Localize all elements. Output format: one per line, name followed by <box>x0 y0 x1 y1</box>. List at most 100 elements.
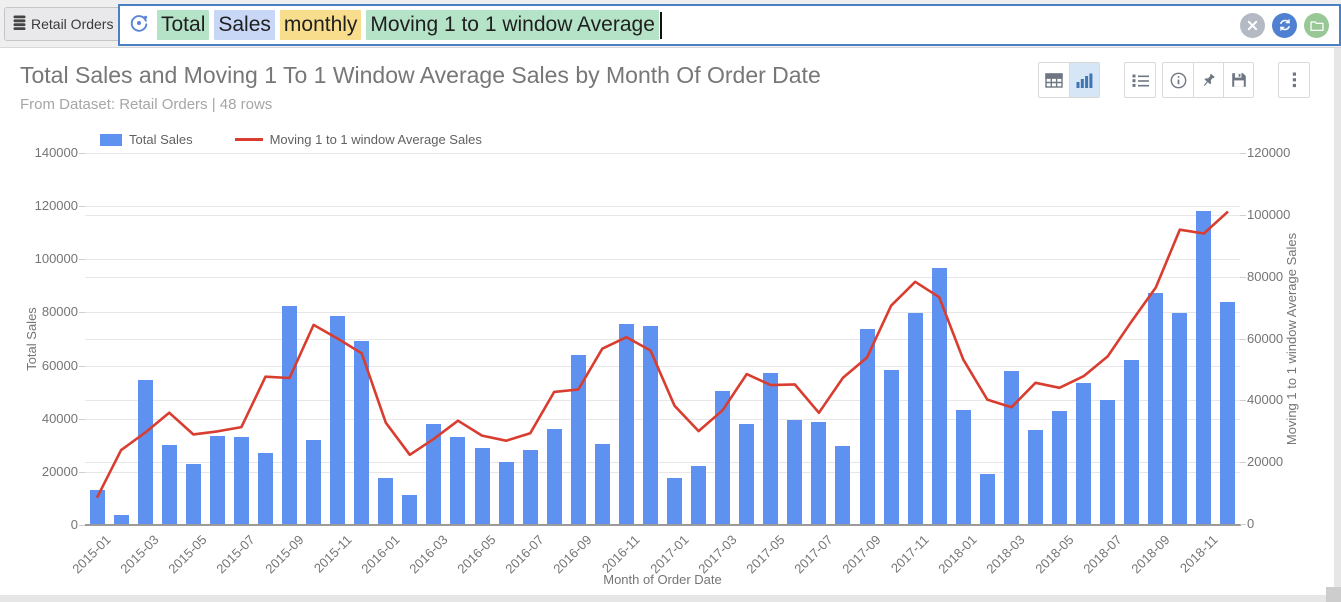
right-axis-tick <box>1240 338 1246 340</box>
bar-2015-07[interactable] <box>233 436 249 525</box>
info-button[interactable] <box>1163 63 1193 97</box>
bar-series-label: Total Sales <box>129 132 193 147</box>
bar-2018-03[interactable] <box>1003 370 1019 525</box>
legend-item-total-sales[interactable]: Total Sales <box>100 132 193 147</box>
database-icon <box>13 15 26 34</box>
right-axis-tick <box>1240 153 1246 154</box>
left-axis-tick <box>79 259 85 261</box>
bar-2017-03[interactable] <box>715 391 731 525</box>
bar-2016-05[interactable] <box>474 448 490 525</box>
bar-2015-08[interactable] <box>257 452 273 525</box>
chart-view-button[interactable] <box>1069 63 1099 97</box>
bar-2017-04[interactable] <box>739 424 755 525</box>
refresh-query-button[interactable] <box>1272 12 1297 38</box>
gridline <box>85 206 1240 208</box>
page-subtitle: From Dataset: Retail Orders | 48 rows <box>20 96 273 113</box>
gridline <box>85 259 1240 261</box>
left-axis-tick <box>79 525 85 526</box>
bar-2018-02[interactable] <box>979 473 995 525</box>
bar-2017-08[interactable] <box>835 446 851 525</box>
bar-2015-03[interactable] <box>137 379 153 525</box>
right-axis-tick-label: 60000 <box>1247 330 1284 346</box>
text-cursor <box>659 11 662 39</box>
query-token[interactable]: Total <box>157 10 210 40</box>
bar-2017-05[interactable] <box>763 373 779 525</box>
gridline <box>85 276 1240 278</box>
bar-2016-07[interactable] <box>522 449 538 525</box>
right-axis-title: Moving 1 to 1 window Average Sales <box>1284 232 1299 446</box>
left-axis-tick-label: 100000 <box>34 251 78 267</box>
bar-2018-12[interactable] <box>1220 302 1236 525</box>
bar-2016-01[interactable] <box>378 477 394 525</box>
bar-2017-07[interactable] <box>811 422 827 525</box>
gridline <box>85 462 1240 464</box>
right-axis-tick <box>1240 276 1246 278</box>
bar-2018-11[interactable] <box>1196 210 1212 525</box>
query-token[interactable]: Sales <box>214 10 275 40</box>
bar-2017-12[interactable] <box>931 267 947 525</box>
line-series-label: Moving 1 to 1 window Average Sales <box>269 132 482 147</box>
legend-item-moving-average[interactable]: Moving 1 to 1 window Average Sales <box>234 132 482 147</box>
scrollbar-corner <box>1326 587 1341 602</box>
left-axis-tick-label: 60000 <box>41 357 78 373</box>
gridline <box>85 418 1240 420</box>
list-options-button[interactable] <box>1125 63 1155 97</box>
bar-2017-11[interactable] <box>907 312 923 525</box>
gridline <box>85 214 1240 216</box>
left-axis-tick-label: 0 <box>70 517 78 532</box>
bar-2017-01[interactable] <box>667 477 683 525</box>
bar-2015-11[interactable] <box>330 315 346 525</box>
bar-2015-06[interactable] <box>209 435 225 525</box>
bar-2018-09[interactable] <box>1148 292 1164 525</box>
bar-2015-04[interactable] <box>161 444 177 525</box>
bar-2018-10[interactable] <box>1172 312 1188 525</box>
bar-2017-10[interactable] <box>883 370 899 525</box>
bar-2016-09[interactable] <box>570 355 586 525</box>
bar-2016-02[interactable] <box>402 494 418 525</box>
bar-2015-12[interactable] <box>354 341 370 525</box>
left-axis-tick-label: 20000 <box>41 463 78 479</box>
x-axis-line <box>85 524 1241 526</box>
bar-2018-06[interactable] <box>1076 383 1092 525</box>
left-axis-tick <box>79 206 85 208</box>
open-folder-button[interactable] <box>1304 12 1329 38</box>
bar-2017-09[interactable] <box>859 329 875 525</box>
bar-2017-06[interactable] <box>787 419 803 525</box>
bar-2015-02[interactable] <box>113 514 129 525</box>
query-token[interactable]: monthly <box>279 10 362 40</box>
bar-2018-07[interactable] <box>1100 399 1116 525</box>
right-axis-tick-label: 20000 <box>1247 454 1284 470</box>
clear-query-button[interactable] <box>1240 12 1265 38</box>
bar-2015-01[interactable] <box>89 489 105 525</box>
right-axis-tick-label: 0 <box>1247 516 1255 531</box>
query-input[interactable]: Total Sales monthly Moving 1 to 1 window Av… <box>118 4 1341 46</box>
bar-2016-04[interactable] <box>450 436 466 525</box>
bar-2016-11[interactable] <box>618 323 634 525</box>
gridline <box>85 471 1240 473</box>
more-options-button[interactable] <box>1279 63 1309 97</box>
query-token[interactable]: Moving 1 to 1 window Average <box>366 10 659 40</box>
bar-2016-08[interactable] <box>546 429 562 525</box>
right-axis-tick <box>1240 214 1246 216</box>
right-axis-tick-label: 40000 <box>1247 392 1284 408</box>
bar-2017-02[interactable] <box>691 466 707 525</box>
bar-2018-01[interactable] <box>955 409 971 525</box>
bar-2015-05[interactable] <box>185 463 201 525</box>
save-button[interactable] <box>1223 63 1253 97</box>
dataset-button[interactable]: Retail Orders <box>4 7 125 41</box>
bar-2018-05[interactable] <box>1052 410 1068 525</box>
bar-2015-09[interactable] <box>282 305 298 525</box>
bar-2015-10[interactable] <box>306 439 322 525</box>
bar-2016-10[interactable] <box>594 443 610 525</box>
left-axis-tick-label: 140000 <box>34 145 78 160</box>
left-axis-tick-label: 40000 <box>41 410 78 426</box>
bar-2016-12[interactable] <box>642 325 658 525</box>
bar-2018-08[interactable] <box>1124 359 1140 525</box>
bar-2016-03[interactable] <box>426 424 442 525</box>
pin-button[interactable] <box>1193 63 1223 97</box>
bar-2018-04[interactable] <box>1027 429 1043 525</box>
table-view-button[interactable] <box>1039 63 1069 97</box>
bar-2016-06[interactable] <box>498 462 514 525</box>
left-axis-tick <box>79 365 85 367</box>
right-axis-tick-label: 100000 <box>1247 206 1291 222</box>
